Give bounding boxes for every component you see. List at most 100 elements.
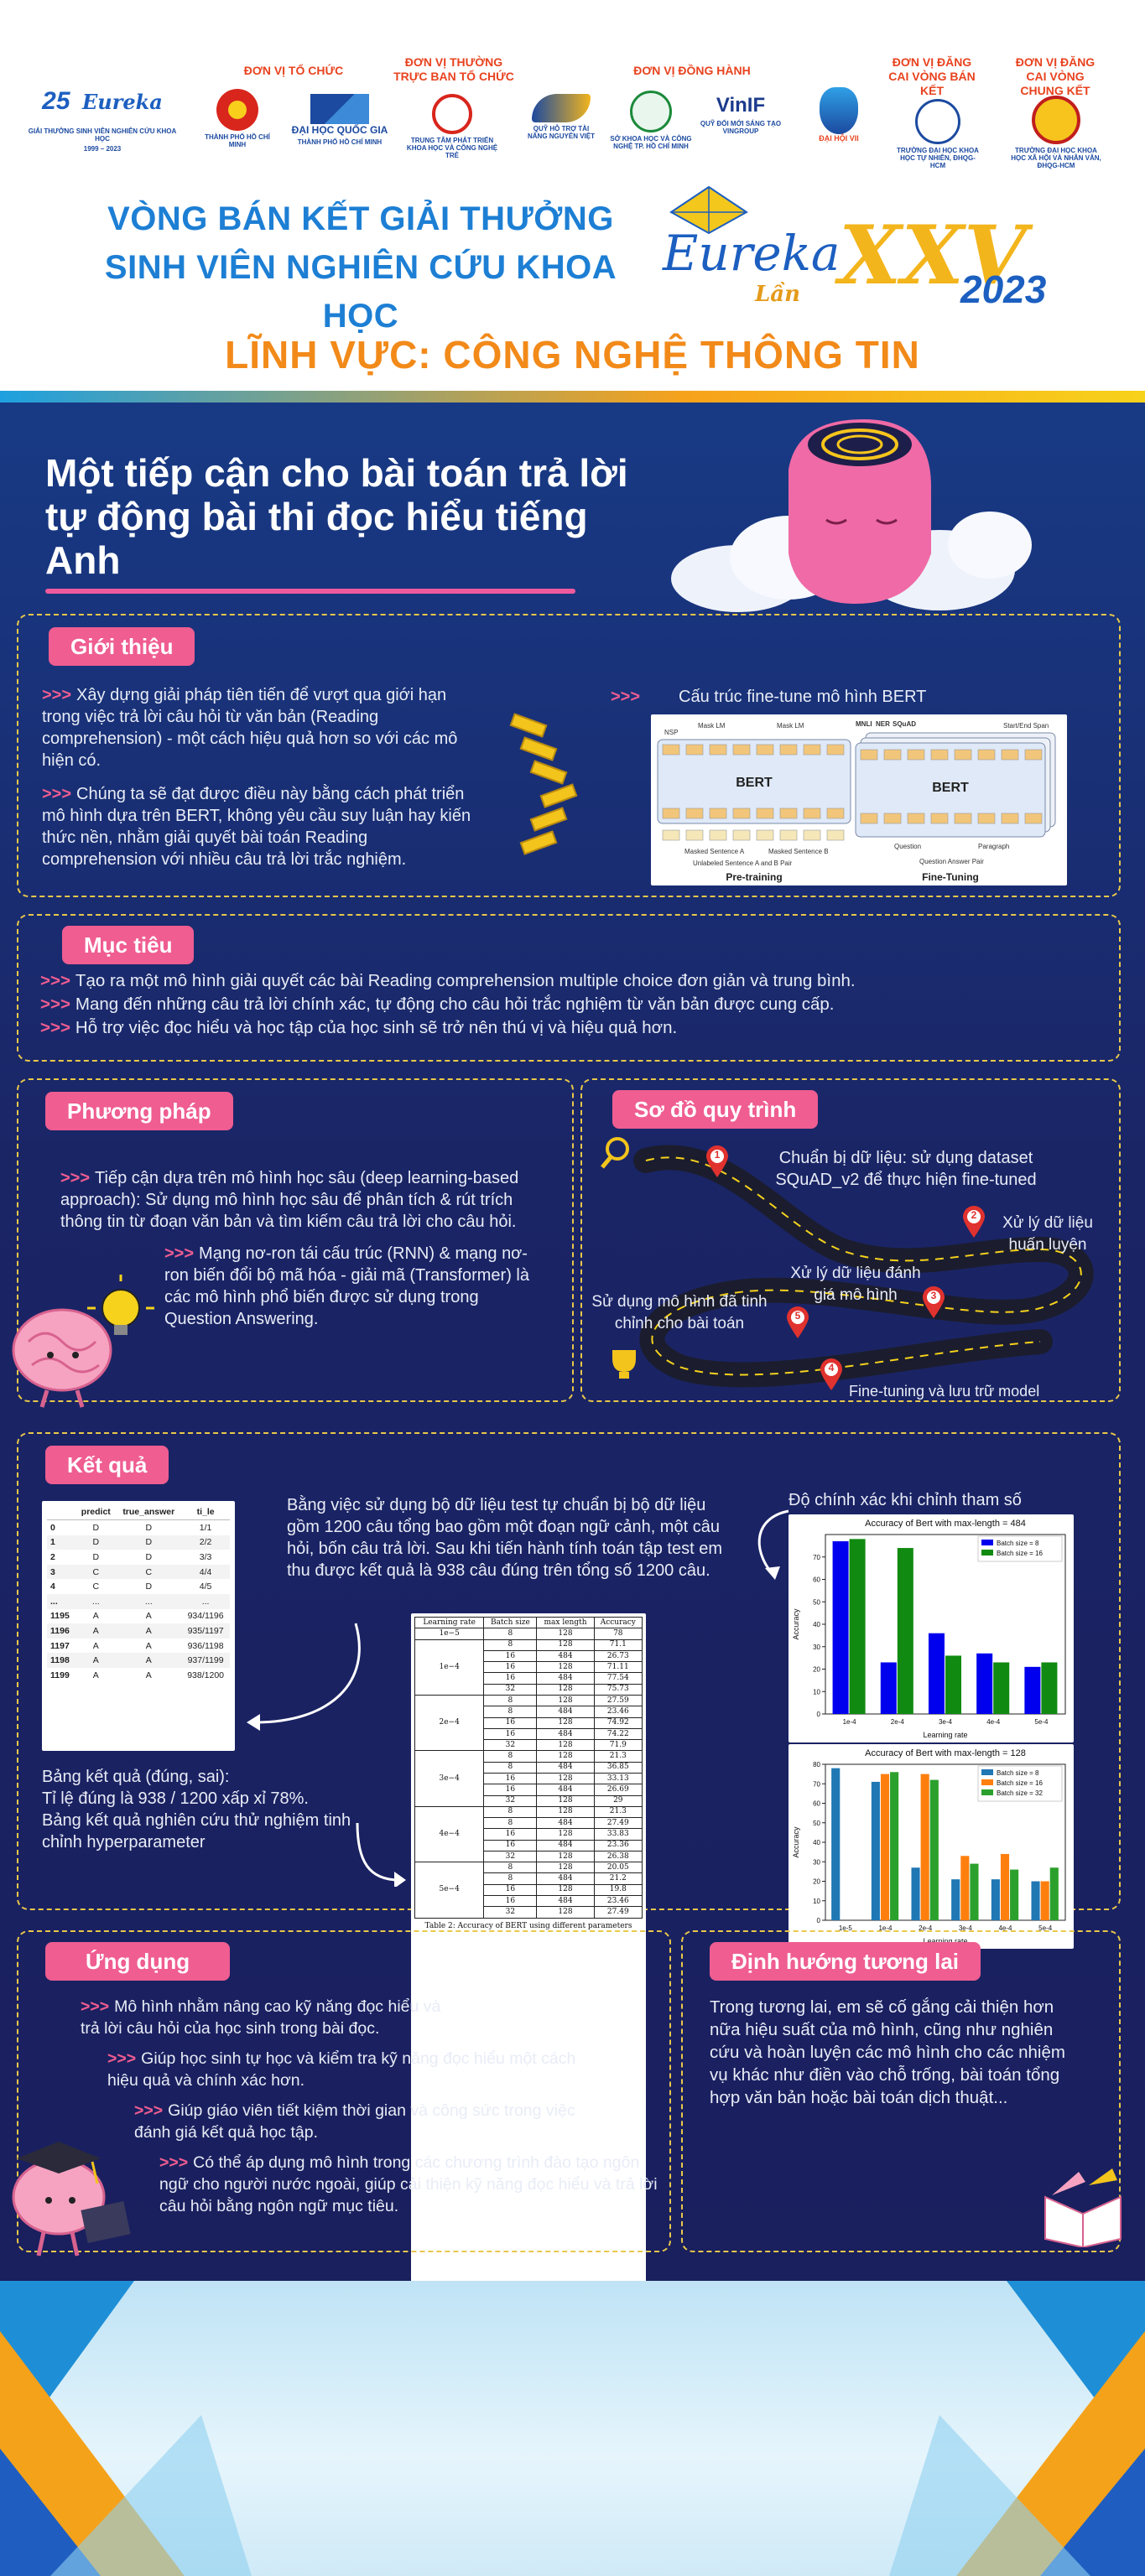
table-cell: 128	[536, 1828, 595, 1841]
table-cell: A	[116, 1653, 182, 1668]
x-tick-label: 5e-4	[1038, 1924, 1053, 1932]
table-cell: 1	[47, 1535, 76, 1550]
y-axis-label: Accuracy	[792, 1608, 800, 1640]
process-step-2-text: Xử lý dữ liệu huấn luyện	[1002, 1214, 1093, 1254]
vinif-name: VinIF	[716, 94, 766, 117]
bert-finetune-figure: BERT NSP Mask LM Mask LM Masked Sentence…	[651, 714, 1067, 886]
bert-masked-b: Masked Sentence B	[768, 848, 829, 855]
table-cell: 26.73	[593, 1649, 643, 1663]
table-cell: 21.3	[593, 1750, 643, 1763]
bert-label-fine: BERT	[932, 781, 969, 795]
learning-rate-cell: 1e−4	[414, 1639, 485, 1696]
logo-25-number: 25	[42, 87, 70, 115]
y-tick-label: 0	[817, 1711, 821, 1718]
table-cell: 8	[483, 1694, 538, 1707]
table-cell: 484	[536, 1649, 595, 1663]
dost-caption: SỞ KHOA HỌC VÀ CÔNG NGHỆ TP. HỒ CHÍ MINH	[610, 135, 692, 150]
chart-maxlen-128-svg: Accuracy of Bert with max-length = 128 0 1…	[792, 1748, 1066, 1945]
bert-masked-a: Masked Sentence A	[684, 848, 745, 855]
arrow-to-table-icon	[356, 1822, 406, 1887]
table-cell: 128	[536, 1794, 595, 1807]
future-panel	[681, 1930, 1121, 2252]
legend-label: Batch size = 16	[997, 1550, 1043, 1557]
hyper-col-header: Accuracy	[593, 1616, 643, 1629]
process-step-1-text: Chuẩn bị dữ liệu: sử dụng dataset SQuAD_…	[775, 1149, 1037, 1189]
process-step-4-pin: 4	[819, 1358, 844, 1396]
arrow-icon: >>>	[81, 1997, 110, 2016]
poster-title: Một tiếp cận cho bài toán trả lời tự độn…	[45, 451, 628, 582]
table-row: 2 D D 3/3	[47, 1550, 230, 1565]
table-cell: A	[145, 1670, 152, 1680]
org-semifinal-label: ĐƠN VỊ ĐĂNG CAI VÒNG BÁN KẾT	[888, 55, 976, 97]
bar	[960, 1856, 970, 1920]
legend-swatch	[981, 1779, 993, 1785]
main-title-line-2: SINH VIÊN NGHIÊN CỨU KHOA HỌC	[104, 249, 617, 335]
table-cell: C	[92, 1581, 100, 1592]
arrow-icon: >>>	[134, 2101, 164, 2120]
table-row: 16 128 71.11	[415, 1661, 643, 1674]
table-row: 8 484 21.2	[415, 1872, 643, 1885]
bert-start-end: Start/End Span	[1003, 722, 1049, 730]
table-cell: 32	[483, 1906, 538, 1919]
y-tick-label: 40	[813, 1839, 820, 1846]
table-cell: 29	[593, 1794, 643, 1807]
y-tick-label: 0	[817, 1917, 821, 1924]
bert-nsp: NSP	[664, 729, 678, 736]
bar	[951, 1879, 960, 1920]
objective-text-3: Hỗ trợ việc đọc hiểu và học tập của học …	[75, 1018, 678, 1037]
results-heading: Kết quả	[45, 1446, 169, 1484]
brand-eureka: Eureka	[663, 225, 841, 282]
table-cell: ...	[116, 1593, 182, 1609]
prediction-table-box: predict true_answer ti_le 0 D D 1/1 1 D D 2/2 2 D D 3…	[42, 1501, 235, 1751]
bar	[831, 1768, 841, 1920]
table-row: 5e−4 8 128 20.05	[414, 1862, 643, 1919]
table-row: 1197 A A 936/1198	[47, 1639, 230, 1654]
process-step-3-pin: 3	[921, 1286, 946, 1324]
legend-swatch	[981, 1769, 993, 1775]
bert-qa-pair: Question Answer Pair	[919, 858, 984, 865]
hcmus-caption: TRƯỜNG ĐẠI HỌC KHOA HỌC TỰ NHIÊN, ĐHQG-H…	[897, 147, 979, 169]
table-cell: 8	[483, 1805, 538, 1819]
hcmussh-caption: TRƯỜNG ĐẠI HỌC KHOA HỌC XÃ HỘI VÀ NHÂN V…	[1011, 147, 1101, 169]
table-cell: ...	[181, 1593, 230, 1609]
table-row: 3 C C 4/4	[47, 1564, 230, 1580]
table-cell: 3	[47, 1564, 76, 1580]
prediction-col-header: true_answer	[116, 1504, 182, 1520]
table-row: 32 128 71.9	[415, 1739, 643, 1752]
objective-item: >>> Hỗ trợ việc đọc hiểu và học tập của h…	[40, 1016, 1106, 1040]
process-step-4-number: 4	[828, 1362, 835, 1374]
table-row: 3e−4 8 128 21.3	[414, 1750, 643, 1807]
process-heading: Sơ đồ quy trình	[612, 1090, 819, 1129]
logo-25-years: 1999 – 2023	[83, 145, 122, 153]
table-cell: 1/1	[199, 1522, 212, 1533]
process-step-5-pin: 5	[785, 1306, 810, 1344]
legend-label: Batch size = 32	[997, 1789, 1043, 1797]
chart-maxlen-484-svg: Accuracy of Bert with max-length = 484 0 1…	[792, 1519, 1066, 1739]
bar	[890, 1772, 899, 1920]
objectives-list: >>> Tạo ra một mô hình giải quyết các bài…	[40, 969, 1106, 1040]
table-cell: 484	[536, 1727, 595, 1741]
arrow-icon: >>>	[42, 686, 72, 704]
y-tick-label: 20	[813, 1878, 820, 1886]
table-cell: 16	[483, 1727, 538, 1741]
bar	[880, 1662, 897, 1714]
table-cell: A	[75, 1653, 117, 1668]
process-step-4-text: Fine-tuning và lưu trữ model	[849, 1383, 1040, 1400]
y-tick-label: 50	[813, 1820, 820, 1827]
table-cell: 71.11	[593, 1661, 643, 1674]
table-cell: 128	[536, 1639, 595, 1651]
table-cell: 1197	[50, 1640, 70, 1651]
method-paragraph-1: Tiếp cận dựa trên mô hình học sâu (deep …	[60, 1169, 519, 1231]
x-tick-label: 3e-4	[939, 1718, 953, 1726]
nguyen-viet-fund-logo: QUỸ HỖ TRỢ TÀI NĂNG NGUYỄN VIỆT	[523, 94, 599, 140]
table-cell: 484	[536, 1706, 595, 1718]
table-cell: 484	[536, 1817, 595, 1830]
arrow-icon: >>>	[107, 2049, 137, 2068]
logo-25-caption: GIẢI THƯỞNG SINH VIÊN NGHIÊN CỨU KHOA HỌ…	[28, 127, 177, 143]
bert-paragraph: Paragraph	[978, 843, 1009, 850]
objectives-panel	[17, 914, 1121, 1062]
chart-title: Accuracy of Bert with max-length = 484	[865, 1519, 1026, 1529]
arrow-icon: >>>	[611, 688, 641, 706]
process-road-map	[601, 1137, 1094, 1388]
arrow-icon: >>>	[40, 1018, 70, 1037]
